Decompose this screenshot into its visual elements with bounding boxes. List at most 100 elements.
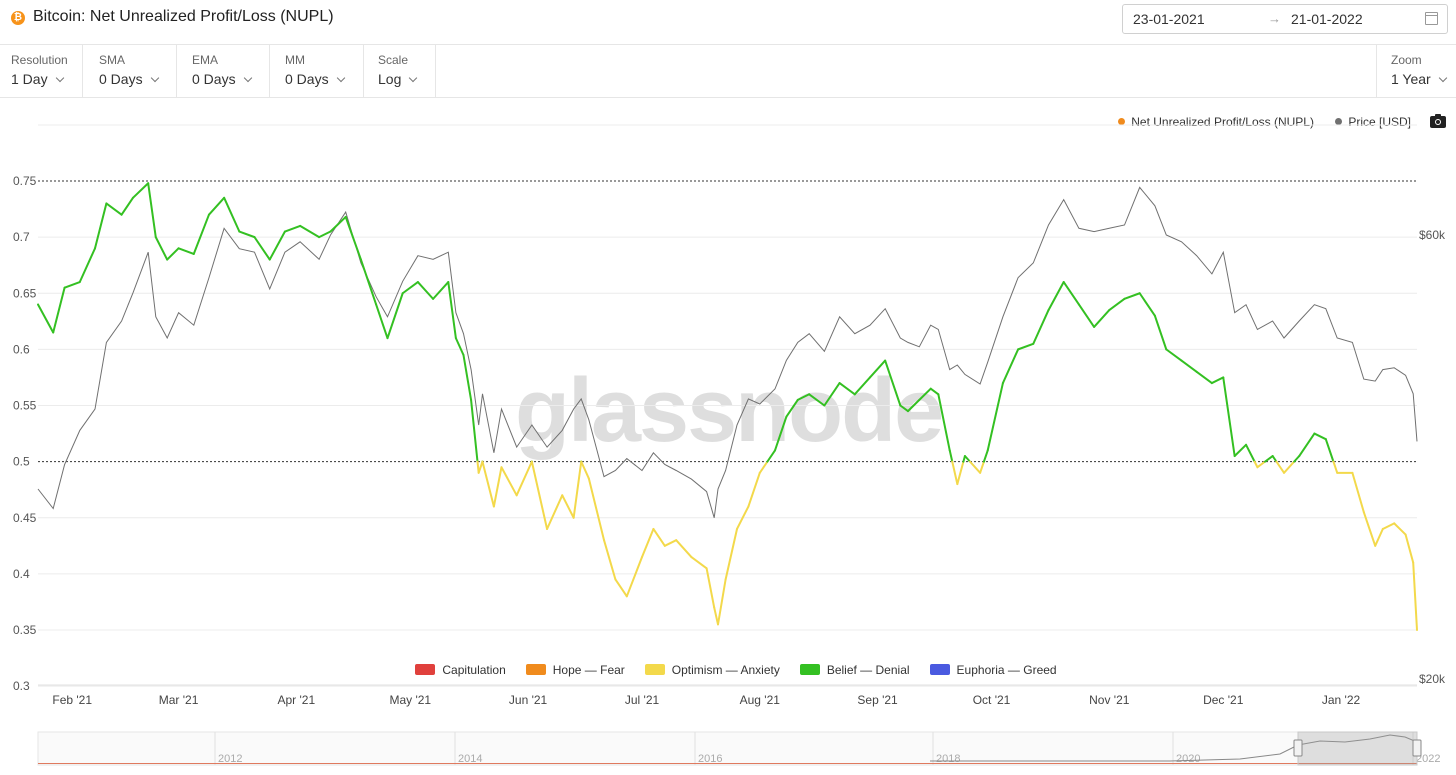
zone-legend-item[interactable]: Optimism — Anxiety	[644, 663, 780, 677]
calendar-icon[interactable]	[1425, 12, 1438, 25]
chart-toolbar: Resolution 1 Day SMA 0 Days EMA 0 Days M…	[0, 45, 1456, 98]
zone-legend-item[interactable]: Capitulation	[415, 663, 506, 677]
zoom-dropdown[interactable]: Zoom 1 Year	[1376, 45, 1456, 97]
nupl-segment	[747, 471, 761, 508]
navigator-year-label: 2012	[218, 753, 242, 765]
nupl-segment	[796, 393, 811, 401]
navigator-handle[interactable]	[1412, 739, 1422, 757]
legend-dot-price	[1335, 118, 1343, 125]
x-tick-label: Aug '21	[740, 693, 781, 707]
nupl-segment	[515, 460, 533, 497]
nupl-segment	[1108, 297, 1126, 312]
nupl-segment	[724, 527, 738, 581]
nupl-segment	[1062, 281, 1080, 306]
zone-swatch	[644, 664, 665, 675]
zone-label: Hope — Fear	[552, 663, 625, 677]
x-tick-label: Nov '21	[1089, 693, 1130, 707]
x-tick-label: Jul '21	[625, 693, 660, 707]
x-tick-label: May '21	[389, 693, 431, 707]
zone-legend-item[interactable]: Hope — Fear	[525, 663, 625, 677]
nupl-segment	[705, 567, 716, 609]
x-tick-label: Mar '21	[159, 693, 199, 707]
ema-dropdown[interactable]: EMA 0 Days	[181, 45, 270, 97]
nupl-segment	[1271, 455, 1278, 463]
x-tick-label: Jan '22	[1322, 693, 1361, 707]
nupl-segment	[948, 449, 954, 463]
nupl-segment	[470, 398, 479, 463]
nupl-segment	[1123, 292, 1141, 300]
arrow-right-icon: →	[1268, 11, 1281, 26]
nupl-segment	[766, 449, 776, 463]
price-series	[37, 186, 1418, 518]
nupl-segment	[1093, 309, 1111, 328]
y-tick-label: 0.5	[13, 455, 30, 469]
y-tick-label: 0.45	[13, 511, 37, 525]
zone-legend-item[interactable]: Belief — Denial	[799, 663, 910, 677]
nupl-segment	[906, 398, 921, 413]
nupl-segment	[1275, 460, 1286, 474]
mm-value: 0 Days	[285, 71, 329, 87]
nupl-segment	[652, 527, 666, 547]
date-range-picker[interactable]: 23-01-2021 → 21-01-2022	[1122, 4, 1448, 34]
nupl-segment	[253, 236, 271, 261]
mm-dropdown[interactable]: MM 0 Days	[274, 45, 364, 97]
nupl-segment	[625, 556, 644, 598]
zone-legend: Capitulation Hope — Fear Optimism — Anxiet…	[0, 663, 1456, 677]
zone-label: Capitulation	[442, 663, 506, 677]
zone-label: Optimism — Anxiety	[671, 663, 780, 677]
nupl-segment	[1210, 376, 1225, 385]
zone-swatch	[799, 664, 820, 675]
nupl-segment	[147, 182, 157, 239]
resolution-label: Resolution	[11, 53, 68, 67]
nupl-segment	[868, 359, 887, 379]
nupl-segment	[717, 578, 727, 626]
nupl-segment	[416, 281, 435, 300]
nupl-segment	[1324, 438, 1335, 463]
y-right-tick-label: $60k	[1419, 228, 1446, 242]
nupl-segment	[1222, 376, 1236, 458]
zone-swatch	[415, 664, 436, 675]
x-axis: Feb '21 Mar '21 Apr '21 May '21 Jun '21 Jul '…	[38, 684, 1417, 707]
nupl-segment	[344, 215, 362, 261]
zone-legend-item[interactable]: Euphoria — Greed	[929, 663, 1057, 677]
camera-icon[interactable]	[1430, 114, 1446, 128]
nupl-segment	[838, 382, 856, 396]
nupl-segment	[500, 466, 518, 497]
nupl-segment	[447, 281, 457, 340]
ema-label: EMA	[192, 53, 219, 67]
nupl-segment	[823, 382, 841, 407]
zoom-label: Zoom	[1391, 53, 1422, 67]
nupl-segment	[1233, 443, 1248, 458]
sma-dropdown[interactable]: SMA 0 Days	[88, 45, 177, 97]
nupl-segment	[359, 258, 378, 306]
resolution-dropdown[interactable]: Resolution 1 Day	[0, 45, 83, 97]
nupl-series	[37, 182, 1418, 631]
nupl-segment	[1245, 443, 1256, 463]
nupl-segment	[166, 247, 180, 261]
nupl-segment	[462, 353, 473, 401]
nupl-segment	[587, 477, 606, 542]
x-tick-label: Apr '21	[277, 693, 315, 707]
navigator-selection[interactable]	[1297, 731, 1418, 766]
nupl-segment	[1264, 455, 1274, 463]
y-tick-label: 0.35	[13, 623, 37, 637]
nupl-segment	[979, 460, 985, 474]
nupl-segment	[1412, 561, 1418, 631]
nupl-segment	[192, 213, 210, 255]
navigator-year-label: 2014	[458, 753, 482, 765]
nupl-segment	[1032, 309, 1050, 345]
nupl-segment	[986, 382, 1004, 452]
x-tick-label: Dec '21	[1203, 693, 1244, 707]
range-navigator[interactable]: 2012 2014 2016 2018 2020 2022	[37, 731, 1440, 766]
scale-dropdown[interactable]: Scale Log	[367, 45, 436, 97]
nupl-segment	[982, 449, 989, 463]
nupl-segment	[853, 376, 871, 396]
navigator-year-label: 2018	[936, 753, 960, 765]
nupl-segment	[223, 196, 241, 233]
nupl-segment	[105, 202, 123, 216]
nupl-segment	[968, 460, 982, 474]
date-start-field[interactable]: 23-01-2021	[1133, 11, 1205, 27]
nupl-segment	[238, 230, 256, 239]
date-end-field[interactable]: 21-01-2022	[1291, 11, 1363, 27]
navigator-handle[interactable]	[1293, 739, 1303, 757]
